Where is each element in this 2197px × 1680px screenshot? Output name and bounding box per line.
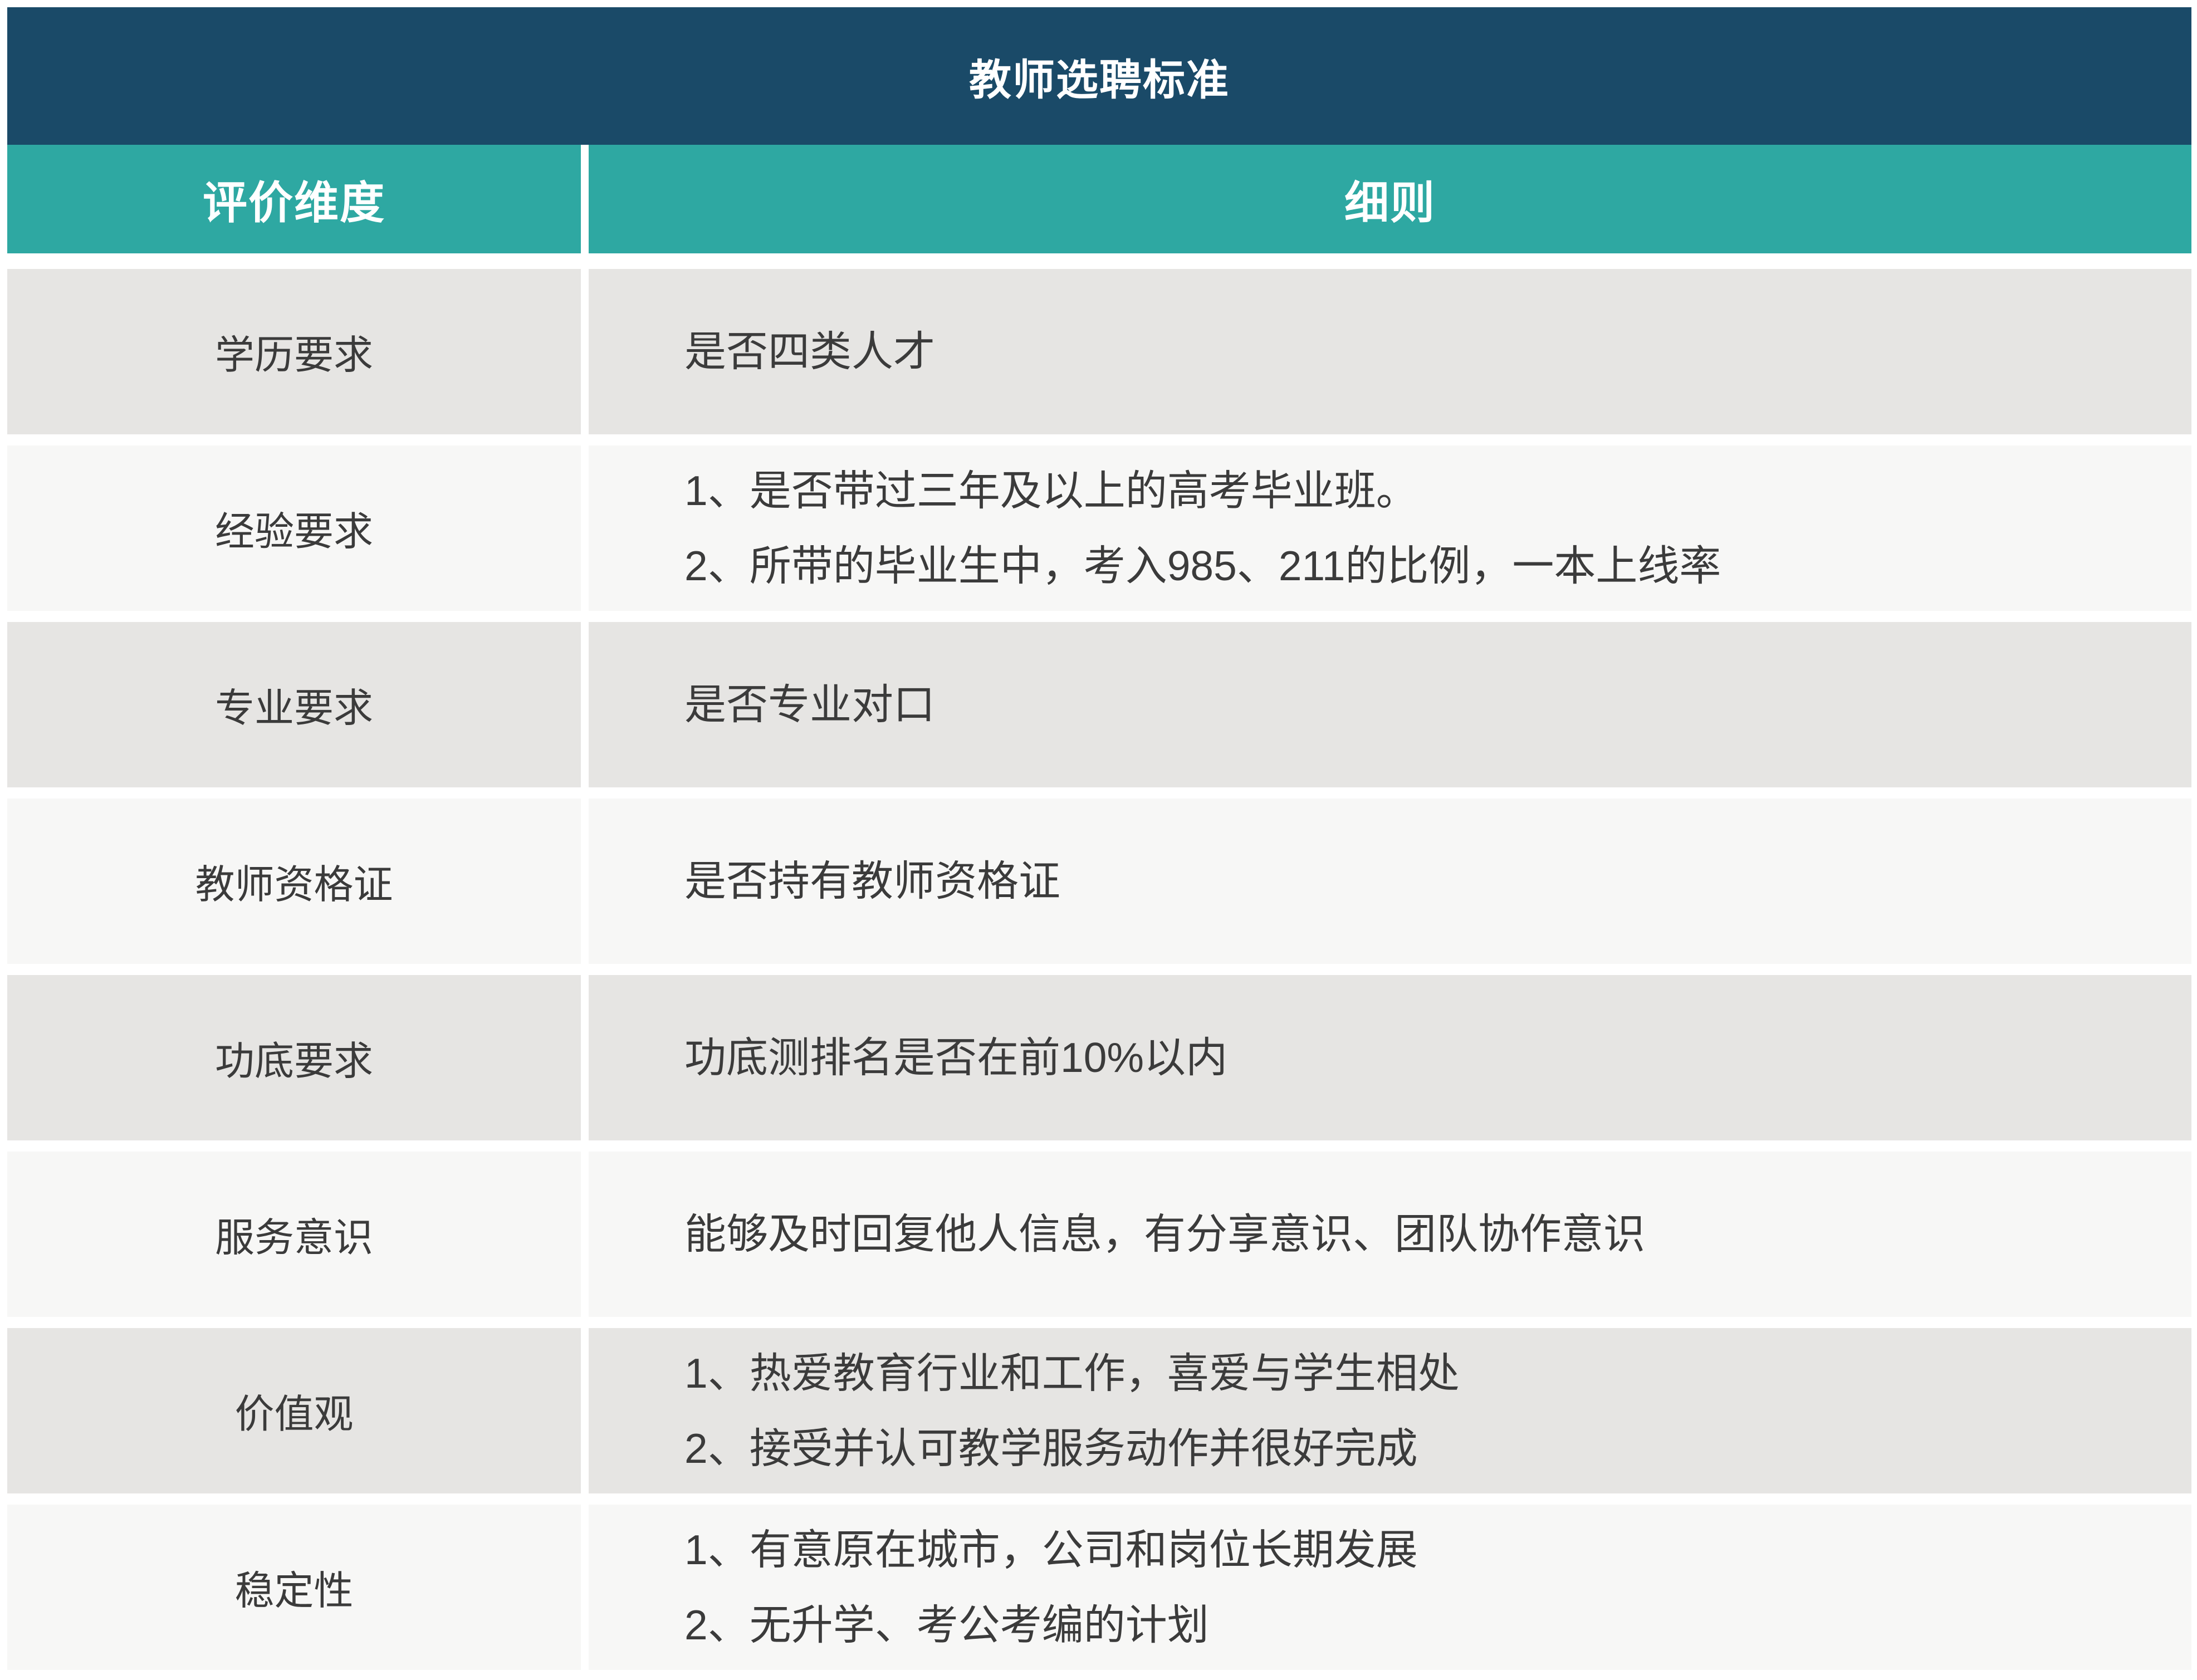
dimension-label: 功底要求 (214, 1039, 373, 1084)
criteria-table: 教师选聘标准 评价维度 细则 学历要求 是否四类人才 经验要求 1、是否带过三年… (7, 7, 2191, 1670)
detail-line: 2、接受并认可教学服务动作并很好完成 (684, 1424, 1418, 1472)
detail-line: 1、有意原在城市，公司和岗位长期发展 (684, 1526, 1418, 1573)
detail-line: 1、是否带过三年及以上的高考毕业班。 (684, 467, 1418, 514)
table-row: 稳定性 1、有意原在城市，公司和岗位长期发展 2、无升学、考公考编的计划 (7, 1505, 2191, 1670)
table-row: 经验要求 1、是否带过三年及以上的高考毕业班。 2、所带的毕业生中，考入985、2… (7, 445, 2191, 611)
detail-line: 是否持有教师资格证 (684, 858, 1061, 904)
detail-line: 2、无升学、考公考编的计划 (684, 1601, 1209, 1648)
dimension-label: 价值观 (234, 1392, 354, 1437)
dimension-cell: 服务意识 (7, 1152, 581, 1317)
table-row: 专业要求 是否专业对口 (7, 622, 2191, 787)
details-cell: 是否持有教师资格证 (589, 799, 2191, 964)
dimension-label: 专业要求 (214, 686, 373, 731)
details-cell: 1、有意原在城市，公司和岗位长期发展 2、无升学、考公考编的计划 (589, 1505, 2191, 1670)
details-cell: 是否专业对口 (589, 622, 2191, 787)
table-title-bar: 教师选聘标准 (7, 7, 2191, 145)
dimension-label: 学历要求 (214, 333, 373, 378)
dimension-label: 稳定性 (234, 1569, 354, 1613)
dimension-cell: 价值观 (7, 1328, 581, 1493)
detail-line: 是否专业对口 (684, 681, 936, 728)
table-row: 学历要求 是否四类人才 (7, 269, 2191, 434)
table-row: 价值观 1、热爱教育行业和工作，喜爱与学生相处 2、接受并认可教学服务动作并很好完… (7, 1328, 2191, 1493)
detail-line: 能够及时回复他人信息，有分享意识、团队协作意识 (684, 1211, 1646, 1257)
detail-line: 是否四类人才 (684, 328, 936, 375)
table-row: 教师资格证 是否持有教师资格证 (7, 799, 2191, 964)
dimension-label: 教师资格证 (195, 863, 393, 907)
table-row: 功底要求 功底测排名是否在前10%以内 (7, 975, 2191, 1140)
dimension-cell: 学历要求 (7, 269, 581, 434)
column-header-dimension: 评价维度 (7, 145, 581, 253)
table-row: 服务意识 能够及时回复他人信息，有分享意识、团队协作意识 (7, 1152, 2191, 1317)
detail-line: 1、热爱教育行业和工作，喜爱与学生相处 (684, 1349, 1460, 1397)
details-cell: 能够及时回复他人信息，有分享意识、团队协作意识 (589, 1152, 2191, 1317)
dimension-label: 经验要求 (214, 510, 373, 554)
dimension-cell: 专业要求 (7, 622, 581, 787)
dimension-cell: 功底要求 (7, 975, 581, 1140)
table-header-row: 评价维度 细则 (7, 145, 2191, 253)
dimension-cell: 教师资格证 (7, 799, 581, 964)
details-cell: 功底测排名是否在前10%以内 (589, 975, 2191, 1140)
details-cell: 是否四类人才 (589, 269, 2191, 434)
detail-line: 2、所带的毕业生中，考入985、211的比例，一本上线率 (684, 542, 1721, 589)
details-cell: 1、是否带过三年及以上的高考毕业班。 2、所带的毕业生中，考入985、211的比例… (589, 445, 2191, 611)
detail-line: 功底测排名是否在前10%以内 (684, 1034, 1228, 1081)
table-title: 教师选聘标准 (969, 56, 1230, 104)
column-header-details: 细则 (589, 145, 2191, 253)
dimension-cell: 经验要求 (7, 445, 581, 611)
details-cell: 1、热爱教育行业和工作，喜爱与学生相处 2、接受并认可教学服务动作并很好完成 (589, 1328, 2191, 1493)
table-body: 学历要求 是否四类人才 经验要求 1、是否带过三年及以上的高考毕业班。 2、所带的… (7, 269, 2191, 1670)
dimension-label: 服务意识 (214, 1216, 373, 1260)
dimension-cell: 稳定性 (7, 1505, 581, 1670)
